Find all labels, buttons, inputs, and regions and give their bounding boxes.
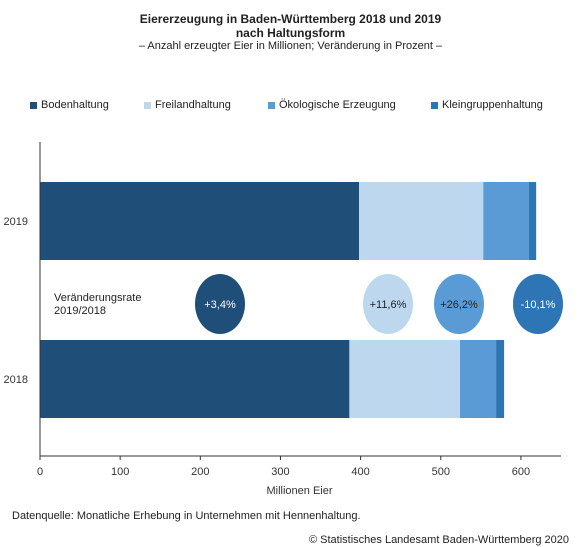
x-tick-label: 300 [271, 466, 289, 478]
y-tick-label: 2018 [4, 374, 28, 386]
change-bubble-label: +26,2% [440, 299, 478, 311]
legend-swatch [30, 101, 37, 109]
x-tick-label: 600 [512, 466, 530, 478]
chart-title-line2: nach Haltungsform [235, 26, 346, 40]
bar-2019-1 [359, 182, 484, 260]
x-tick-label: 200 [191, 466, 209, 478]
bar-2018-1 [349, 340, 461, 418]
x-axis-label: Millionen Eier [266, 485, 332, 497]
legend-swatch [431, 101, 438, 109]
change-bubble-1 [363, 274, 413, 334]
copyright-note: © Statistisches Landesamt Baden-Württemb… [308, 534, 569, 546]
legend-item-bodenhaltung: Bodenhaltung [30, 99, 109, 111]
change-rate-label: Veränderungsrate 2019/2018 [54, 292, 141, 317]
legend-item-kleingruppenhaltung: Kleingruppenhaltung [431, 99, 543, 111]
chart-subtitle: – Anzahl erzeugter Eier in Millionen; Ve… [138, 40, 443, 52]
data-source-note: Datenquelle: Monatliche Erhebung in Unte… [12, 510, 361, 522]
legend-label: Bodenhaltung [41, 99, 109, 111]
bar-2019-2 [483, 182, 529, 260]
legend-label: Freilandhaltung [155, 99, 231, 111]
change-bubble-label: +11,6% [370, 299, 407, 311]
change-bubble-label: +3,4% [204, 299, 236, 311]
x-tick-label: 500 [432, 466, 450, 478]
chart-title-line1: Eiererzeugung in Baden-Württemberg 2018 … [139, 12, 442, 26]
legend-swatch [144, 101, 151, 109]
chart-legend: Bodenhaltung Freilandhaltung Ökologische… [30, 99, 570, 115]
legend-label: Kleingruppenhaltung [442, 99, 543, 111]
bar-2019-0 [40, 182, 360, 260]
change-bubble-0 [195, 274, 245, 334]
legend-item-oekologisch: Ökologische Erzeugung [268, 99, 396, 111]
y-tick-label: 2019 [4, 216, 28, 228]
bar-2018-0 [40, 340, 350, 418]
change-bubble-label: -10,1% [521, 299, 556, 311]
x-tick-label: 100 [111, 466, 129, 478]
bar-2019-3 [528, 182, 537, 260]
legend-swatch [268, 101, 275, 109]
x-tick-label: 400 [351, 466, 369, 478]
legend-item-freilandhaltung: Freilandhaltung [144, 99, 231, 111]
bar-2018-3 [496, 340, 505, 418]
x-tick-label: 0 [37, 466, 43, 478]
change-bubble-3 [513, 274, 563, 334]
legend-label: Ökologische Erzeugung [279, 99, 396, 111]
change-bubble-2 [434, 274, 484, 334]
bar-2018-2 [460, 340, 497, 418]
